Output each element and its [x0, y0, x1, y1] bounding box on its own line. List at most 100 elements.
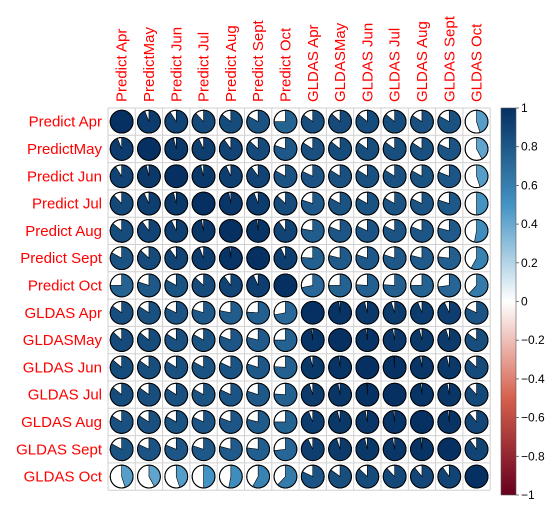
- row-label: Predict Jul: [32, 196, 102, 213]
- pie-cell-border: [300, 191, 325, 216]
- pie-cell: [382, 218, 407, 243]
- pie-cell-border: [437, 300, 462, 325]
- colorbar-tick-label: −0.2: [521, 333, 545, 347]
- pie-cell-border: [410, 164, 434, 189]
- pie-cell: [246, 382, 271, 407]
- pie-cell: [137, 191, 161, 216]
- pie-cell: [328, 300, 352, 325]
- pie-cell-border: [191, 410, 216, 434]
- pie-cell: [300, 109, 325, 134]
- pie-cell-border: [410, 191, 434, 216]
- pie-cell: [246, 137, 271, 161]
- pie-cell: [355, 410, 380, 434]
- pie-cell: [246, 355, 271, 380]
- pie-cell-border: [355, 437, 380, 462]
- colorbar-tick-label: −0.8: [521, 449, 545, 463]
- pie-cell: [137, 109, 161, 134]
- row-label: GLDAS Aug: [21, 414, 102, 431]
- pie-cell: [246, 246, 271, 271]
- pie-cell: [464, 300, 489, 325]
- pie-cell-border: [109, 300, 134, 325]
- pie-cell: [109, 191, 134, 216]
- pie-cell-border: [382, 164, 407, 189]
- row-label: Predict Jun: [27, 168, 102, 185]
- pie-cell: [410, 300, 434, 325]
- pie-cell-border: [300, 410, 325, 434]
- pie-cell: [328, 137, 352, 161]
- pie-cell-border: [109, 246, 134, 271]
- pie-cell: [464, 464, 489, 489]
- pie-cell-border: [355, 328, 380, 352]
- pie-cell: [328, 464, 352, 489]
- pie-cell-border: [273, 164, 298, 189]
- pie-cell-border: [300, 164, 325, 189]
- pie-cell: [273, 464, 298, 489]
- pie-cells-layer: [109, 109, 489, 489]
- pie-cell-border: [410, 300, 434, 325]
- pie-cell: [355, 382, 380, 407]
- pie-cell-wedge: [437, 437, 462, 462]
- pie-cell: [218, 410, 243, 434]
- pie-cell: [382, 410, 407, 434]
- pie-cell: [328, 437, 352, 462]
- row-label: GLDAS Apr: [24, 305, 102, 322]
- pie-cell: [273, 246, 298, 271]
- pie-cell-border: [246, 437, 271, 462]
- pie-cell-border: [218, 191, 243, 216]
- colorbar-tick-label: 0.2: [521, 256, 538, 270]
- pie-cell: [273, 437, 298, 462]
- pie-cell-border: [218, 109, 243, 134]
- pie-cell: [355, 328, 380, 352]
- pie-cell: [437, 218, 462, 243]
- pie-cell: [328, 355, 352, 380]
- pie-cell-border: [164, 218, 189, 243]
- pie-cell-border: [109, 164, 134, 189]
- pie-cell: [437, 273, 462, 298]
- pie-cell: [273, 218, 298, 243]
- pie-cell: [273, 355, 298, 380]
- pie-cell: [382, 164, 407, 189]
- pie-cell: [355, 246, 380, 271]
- pie-cell: [464, 410, 489, 434]
- pie-cell: [164, 328, 189, 352]
- pie-cell: [464, 191, 489, 216]
- pie-cell: [382, 464, 407, 489]
- row-label: GLDASMay: [23, 332, 103, 349]
- colorbar-tick-label: 0.8: [521, 140, 538, 154]
- pie-cell-wedge: [218, 218, 243, 243]
- pie-cell: [437, 137, 462, 161]
- color-legend: 1 0.8 0.6 0.4 0.2 0 −0.2 −0.4 −0.6 −0.8 −1: [500, 101, 545, 502]
- pie-cell-border: [437, 137, 462, 161]
- pie-cell: [437, 109, 462, 134]
- pie-cell-border: [273, 191, 298, 216]
- colorbar-gradient: [500, 107, 517, 496]
- pie-cell-border: [191, 464, 216, 489]
- pie-cell: [191, 355, 216, 380]
- pie-cell: [191, 464, 216, 489]
- pie-cell-border: [382, 109, 407, 134]
- pie-cell: [382, 328, 407, 352]
- pie-cell-border: [410, 437, 434, 462]
- pie-cell: [218, 300, 243, 325]
- pie-cell-border: [164, 464, 189, 489]
- pie-cell: [137, 300, 161, 325]
- pie-cell: [191, 382, 216, 407]
- pie-cell-border: [137, 300, 161, 325]
- pie-cell: [191, 410, 216, 434]
- pie-cell-border: [164, 328, 189, 352]
- pie-cell: [246, 164, 271, 189]
- pie-cell: [109, 109, 134, 134]
- row-label: Predict Aug: [25, 223, 102, 240]
- pie-cell-border: [137, 218, 161, 243]
- pie-cell-wedge: [273, 273, 298, 298]
- colorbar-tick-label: −0.4: [521, 372, 545, 386]
- pie-cell: [109, 300, 134, 325]
- pie-cell-border: [382, 246, 407, 271]
- pie-cell: [328, 410, 352, 434]
- pie-cell-border: [355, 300, 380, 325]
- pie-cell-border: [437, 164, 462, 189]
- pie-cell-border: [355, 164, 380, 189]
- pie-cell: [137, 137, 161, 161]
- pie-cell: [355, 437, 380, 462]
- pie-cell-border: [218, 464, 243, 489]
